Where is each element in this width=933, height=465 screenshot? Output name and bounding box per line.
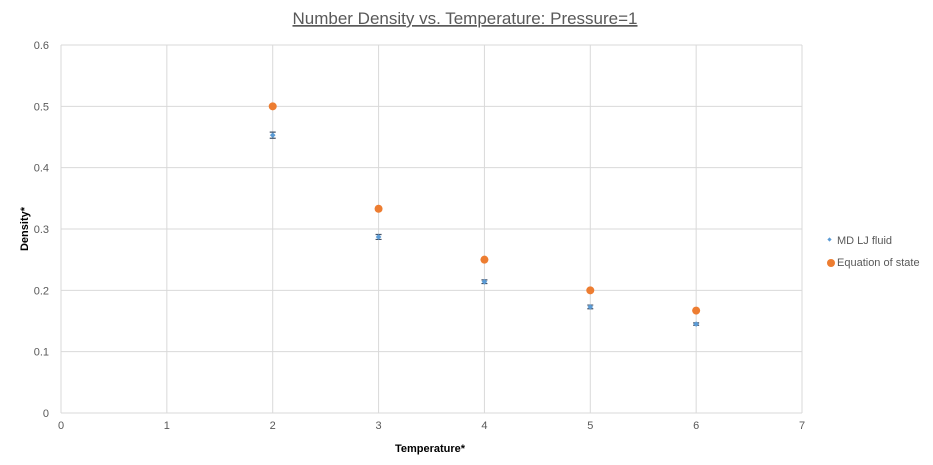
y-tick-label: 0.5 — [34, 101, 49, 113]
x-tick-label: 7 — [799, 420, 805, 432]
x-tick-label: 4 — [481, 420, 487, 432]
md-lj-fluid-point — [693, 321, 699, 327]
y-tick-label: 0 — [43, 408, 49, 420]
x-tick-label: 2 — [270, 420, 276, 432]
equation-of-state-point — [480, 255, 489, 264]
md-lj-fluid-point — [375, 234, 382, 240]
legend-marker-md — [827, 237, 832, 242]
x-tick-label: 5 — [587, 420, 593, 432]
x-axis-label: Temperature* — [395, 443, 466, 455]
y-axis-label: Density* — [19, 206, 31, 251]
legend-label-eos: Equation of state — [837, 257, 920, 269]
equation-of-state-point — [374, 204, 383, 213]
equation-of-state-point — [692, 306, 701, 315]
y-tick-label: 0.2 — [34, 285, 49, 297]
x-tick-label: 0 — [58, 420, 64, 432]
chart-title: Number Density vs. Temperature: Pressure… — [292, 9, 637, 28]
md-lj-fluid-point — [269, 132, 276, 138]
x-tick-label: 6 — [693, 420, 699, 432]
y-tick-label: 0.3 — [34, 224, 49, 236]
y-tick-label: 0.1 — [34, 347, 49, 359]
md-lj-fluid-point — [587, 304, 594, 310]
y-tick-label: 0.4 — [34, 163, 49, 175]
equation-of-state-point — [268, 102, 277, 111]
equation-of-state-point — [586, 286, 595, 295]
legend-label-md: MD LJ fluid — [837, 235, 892, 247]
legend-marker-eos — [827, 259, 835, 267]
y-tick-label: 0.6 — [34, 40, 49, 52]
md-lj-fluid-point — [481, 278, 488, 285]
x-tick-label: 3 — [376, 420, 382, 432]
x-tick-label: 1 — [164, 420, 170, 432]
